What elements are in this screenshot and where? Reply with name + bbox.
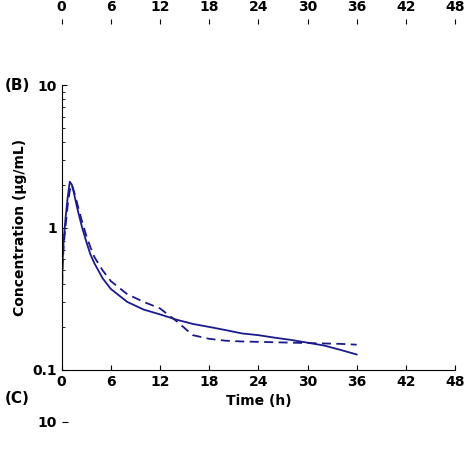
Text: (C): (C) [5, 391, 29, 406]
Y-axis label: Concentration (μg/mL): Concentration (μg/mL) [13, 139, 27, 316]
Text: (B): (B) [5, 78, 30, 93]
X-axis label: Time (h): Time (h) [226, 394, 291, 408]
